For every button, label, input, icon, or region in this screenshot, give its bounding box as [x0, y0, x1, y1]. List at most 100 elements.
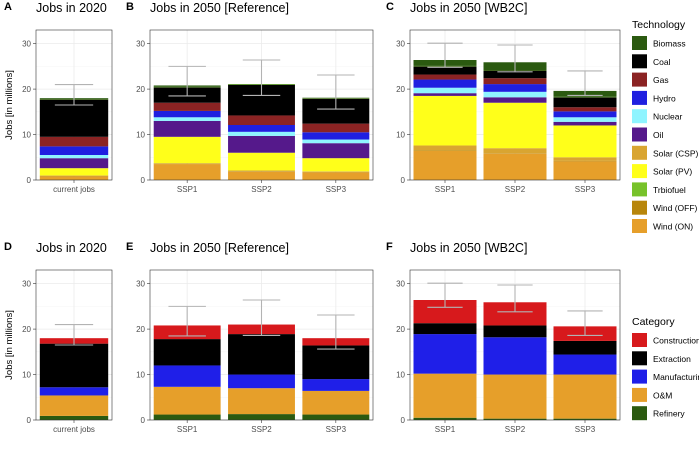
y-tick-label: 30: [396, 40, 405, 49]
panel-title: Jobs in 2050 [WB2C]: [410, 241, 527, 255]
bar-wind-on-ssp3: [302, 172, 370, 180]
legend-swatch-wind-on: [632, 219, 647, 233]
bar-coal-ssp2: [483, 70, 547, 79]
legend-swatch-solar-pv: [632, 164, 647, 179]
bar-o-m-ssp1: [413, 373, 477, 418]
legend-label-extraction: Extraction: [653, 354, 691, 364]
legend-label-biomass: Biomass: [653, 39, 686, 49]
bar-extraction-ssp2: [228, 334, 295, 375]
bar-manufacturing-ssp1: [413, 334, 477, 374]
bar-refinery-ssp3: [553, 418, 617, 420]
bar-refinery-ssp1: [153, 414, 221, 420]
legend-swatch-biomass: [632, 36, 647, 50]
y-tick-label: 10: [136, 131, 145, 140]
bar-extraction-ssp1: [413, 323, 477, 335]
legend-label-oil: Oil: [653, 130, 664, 140]
bar-o-m-ssp1: [153, 386, 221, 415]
bar-solar-csp-ssp2: [228, 170, 295, 172]
bar-gas-ssp2: [228, 115, 295, 125]
panel-title: Jobs in 2020: [36, 241, 107, 255]
bar-oil-ssp3: [302, 143, 370, 159]
bar-nuclear-ssp2: [483, 91, 547, 98]
panel-b: B Jobs in 2050 [Reference] 0 10 20 30 SSP1 SSP2…: [126, 1, 374, 194]
bar-oil-current-jobs: [39, 158, 109, 169]
bar-nuclear-current-jobs: [39, 155, 109, 159]
legend-swatch-construction: [632, 333, 647, 347]
bar-refinery-current-jobs: [39, 415, 109, 420]
panel-a: A Jobs in 2020 0 10 20 30 current jobs Jobs [in…: [4, 1, 113, 194]
y-tick-label: 0: [27, 176, 32, 185]
panel-title: Jobs in 2050 [Reference]: [150, 1, 289, 15]
panel-letter: F: [386, 241, 393, 253]
x-tick-label: SSP1: [177, 185, 198, 194]
legend-swatch-solar-csp: [632, 145, 647, 160]
bar-solar-pv-ssp3: [553, 125, 617, 158]
x-tick-label: SSP1: [435, 185, 456, 194]
x-tick-label: SSP2: [251, 425, 272, 434]
legend-swatch-trbiofuel: [632, 182, 647, 197]
y-tick-label: 0: [401, 176, 406, 185]
panel-letter: C: [386, 1, 394, 13]
bar-manufacturing-ssp2: [228, 374, 295, 389]
y-tick-label: 30: [136, 280, 145, 289]
y-tick-label: 10: [396, 131, 405, 140]
y-tick-label: 0: [27, 416, 32, 425]
bar-solar-csp-ssp3: [553, 157, 617, 161]
bar-nuclear-ssp3: [553, 117, 617, 122]
y-tick-label: 10: [396, 371, 405, 380]
bar-extraction-ssp1: [153, 339, 221, 366]
bar-oil-ssp1: [153, 120, 221, 137]
x-tick-label: SSP1: [177, 425, 198, 434]
bar-hydro-ssp1: [153, 110, 221, 118]
bar-extraction-current-jobs: [39, 343, 109, 388]
legend-swatch-refinery: [632, 406, 647, 421]
y-tick-label: 20: [396, 325, 405, 334]
y-tick-label: 20: [396, 85, 405, 94]
bar-gas-ssp3: [553, 107, 617, 112]
panel-border: [409, 29, 621, 181]
x-tick-label: current jobs: [53, 185, 95, 194]
legend-swatch-extraction: [632, 351, 647, 366]
panel-border: [35, 29, 113, 181]
panel-letter: B: [126, 1, 134, 13]
legend-label-wind-on: Wind (ON): [653, 222, 693, 232]
bar-extraction-ssp3: [302, 345, 370, 380]
y-tick-label: 10: [22, 131, 31, 140]
bar-nuclear-ssp3: [302, 139, 370, 144]
bar-solar-pv-ssp1: [153, 136, 221, 164]
y-tick-label: 20: [136, 85, 145, 94]
bar-oil-ssp3: [553, 121, 617, 126]
bar-hydro-ssp2: [483, 84, 547, 92]
legend-label-construction: Construction: [653, 336, 699, 346]
legend-swatch-wind-off: [632, 200, 647, 215]
y-axis-title: Jobs [in millions]: [4, 310, 15, 380]
legend-label-solar-pv: Solar (PV): [653, 167, 692, 177]
bar-nuclear-ssp2: [228, 131, 295, 136]
x-tick-label: SSP2: [505, 185, 526, 194]
bar-oil-ssp1: [413, 93, 477, 96]
y-tick-label: 0: [141, 176, 146, 185]
bar-gas-ssp2: [483, 78, 547, 85]
bar-hydro-ssp3: [553, 111, 617, 118]
bar-wind-on-ssp1: [153, 164, 221, 180]
y-tick-label: 30: [136, 40, 145, 49]
bar-coal-current-jobs: [39, 99, 109, 137]
legend-label-trbiofuel: Trbiofuel: [653, 185, 686, 195]
legend-swatch-manufacturing: [632, 369, 647, 384]
bar-o-m-ssp3: [302, 390, 370, 415]
x-tick-label: SSP3: [326, 185, 347, 194]
bar-gas-ssp3: [302, 123, 370, 133]
panel-border: [35, 269, 113, 421]
legend-swatch-nuclear: [632, 109, 647, 124]
bar-gas-current-jobs: [39, 136, 109, 147]
y-tick-label: 20: [136, 325, 145, 334]
bar-wind-on-current-jobs: [39, 176, 109, 180]
legend-label-solar-csp: Solar (CSP): [653, 148, 699, 158]
bar-refinery-ssp2: [483, 418, 547, 420]
bar-wind-on-ssp3: [553, 161, 617, 180]
bar-o-m-ssp3: [553, 374, 617, 419]
bar-nuclear-ssp1: [153, 117, 221, 121]
bar-oil-ssp2: [483, 97, 547, 103]
y-tick-label: 30: [396, 280, 405, 289]
panel-border: [409, 269, 621, 421]
